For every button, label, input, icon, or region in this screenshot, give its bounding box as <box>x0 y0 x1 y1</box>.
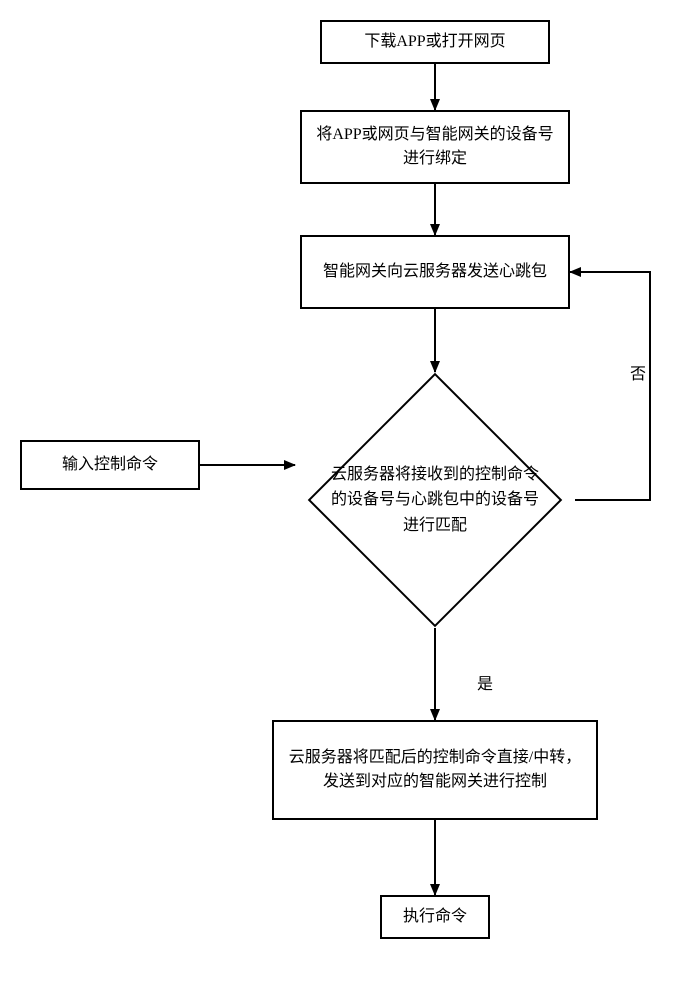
edge-label-yes: 是 <box>475 670 495 694</box>
flow-node-input-cmd: 输入控制命令 <box>20 440 200 490</box>
flow-node-text: 下载APP或打开网页 <box>364 30 505 54</box>
flow-node-text: 输入控制命令 <box>62 453 158 477</box>
flow-node-heartbeat: 智能网关向云服务器发送心跳包 <box>300 235 570 309</box>
flow-node-decision-text-wrap: 云服务器将接收到的控制命令的设备号与心跳包中的设备号进行匹配 <box>330 430 540 570</box>
flow-node-bind: 将APP或网页与智能网关的设备号进行绑定 <box>300 110 570 184</box>
flow-node-start: 下载APP或打开网页 <box>320 20 550 64</box>
flow-node-text: 执行命令 <box>403 905 467 929</box>
flow-node-execute: 执行命令 <box>380 895 490 939</box>
edge-label-text: 是 <box>477 676 493 693</box>
flow-node-text: 智能网关向云服务器发送心跳包 <box>323 260 547 284</box>
flow-node-text: 云服务器将匹配后的控制命令直接/中转，发送到对应的智能网关进行控制 <box>284 746 586 794</box>
edge-label-text: 否 <box>630 366 646 383</box>
edge-n4-n3-no <box>570 272 650 500</box>
edge-label-no: 否 <box>628 360 648 384</box>
flow-node-text: 云服务器将接收到的控制命令的设备号与心跳包中的设备号进行匹配 <box>330 462 540 539</box>
flow-node-forward: 云服务器将匹配后的控制命令直接/中转，发送到对应的智能网关进行控制 <box>272 720 598 820</box>
flow-node-text: 将APP或网页与智能网关的设备号进行绑定 <box>312 123 558 171</box>
